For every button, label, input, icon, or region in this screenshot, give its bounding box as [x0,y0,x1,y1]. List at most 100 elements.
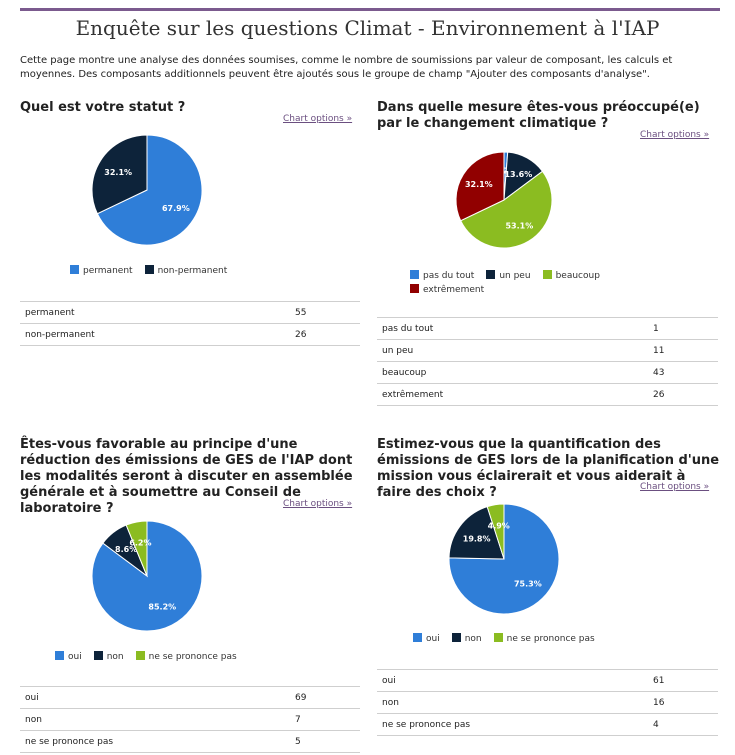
table-cell-count: 1 [648,317,718,340]
legend-label: ne se prononce pas [506,634,595,644]
legend-swatch [144,265,154,274]
legend-label: non [464,634,482,644]
table-cell-count: 16 [648,691,718,714]
chart-4-legend: oui non ne se prononce pas [413,633,713,647]
table-cell-count: 26 [648,383,718,406]
table-cell-count: 26 [290,323,360,346]
legend-swatch [93,651,103,660]
table-cell-count: 7 [290,708,360,731]
legend-label: beaucoup [555,271,600,281]
table-cell-category: permanent [20,301,290,324]
legend-label: ne se prononce pas [148,652,237,662]
pie-slice[interactable] [96,134,203,246]
legend-label: extrêmement [423,285,485,295]
pie-slice[interactable] [460,170,553,249]
pie-data-label: 85.2% [148,602,176,611]
pie-data-label: 19.8% [463,535,491,544]
table-cell-count: 69 [290,686,360,709]
legend-item[interactable]: non [93,651,124,662]
legend-label: non [106,652,124,662]
table-row: beaucoup 43 [377,361,718,384]
pie-slice[interactable] [455,151,505,222]
chart-1-pie: 67.9% 32.1% [91,134,203,246]
legend-swatch [486,270,496,279]
table-cell-category: extrêmement [377,383,648,406]
table-row: ne se prononce pas 4 [377,713,718,736]
legend-item[interactable]: pas du tout [410,270,474,281]
chart-2-title: Dans quelle mesure êtes-vous préoccupé(e… [377,100,700,131]
legend-item[interactable]: ne se prononce pas [493,633,595,644]
chart-1-options-link[interactable]: Chart options » [283,114,353,124]
chart-1-legend: permanent non-permanent [70,265,350,279]
table-row: un peu 11 [377,339,718,362]
chart-2-pie: 1.2%13.6% 53.1% 32.1% [455,151,553,249]
pie-slice[interactable] [125,520,148,577]
chart-3-table: oui 69 non 7 ne se prononce pas 5 [20,686,360,753]
table-row: pas du tout 1 [377,317,718,340]
chart-4-table: oui 61 non 16 ne se prononce pas 4 [377,669,718,736]
top-accent-bar [20,8,720,11]
table-row: non-permanent 26 [20,323,360,346]
legend-label: un peu [499,271,531,281]
table-row: permanent 55 [20,301,360,324]
table-cell-category: oui [377,669,648,692]
table-row: extrêmement 26 [377,383,718,406]
legend-swatch [410,270,419,279]
table-cell-category: ne se prononce pas [20,730,290,753]
legend-item[interactable]: extrêmement [410,284,484,295]
chart-1-title: Quel est votre statut ? [20,100,186,115]
table-row: oui 61 [377,669,718,692]
legend-item[interactable]: permanent [70,265,133,276]
pie-data-label: 8.6% [115,545,137,554]
legend-swatch [413,633,422,642]
pie-data-label: 6.2% [129,539,151,548]
table-cell-category: oui [20,686,290,709]
legend-swatch [55,651,64,660]
pie-slice[interactable] [91,134,148,215]
table-cell-category: non [377,691,648,714]
table-cell-category: beaucoup [377,361,648,384]
table-row: ne se prononce pas 5 [20,730,360,753]
legend-item[interactable]: un peu [486,270,531,281]
table-cell-category: un peu [377,339,648,362]
legend-swatch [451,633,461,642]
table-cell-category: non-permanent [20,323,290,346]
chart-3-legend: oui non ne se prononce pas [55,651,355,665]
legend-item[interactable]: oui [413,633,440,644]
legend-swatch [135,651,145,660]
pie-data-label: 67.9% [162,204,190,213]
legend-item[interactable]: non [451,633,482,644]
table-row: oui 69 [20,686,360,709]
table-cell-count: 43 [648,361,718,384]
legend-swatch [542,270,552,279]
legend-label: non-permanent [157,266,228,276]
table-cell-count: 4 [648,713,718,736]
table-row: non 7 [20,708,360,731]
pie-data-label: 4.9% [488,521,510,530]
pie-data-label: 53.1% [505,221,533,230]
chart-2-legend: pas du tout un peu beaucoup extrêmement [410,270,640,298]
chart-3-options-link[interactable]: Chart options » [283,499,353,509]
table-row: non 16 [377,691,718,714]
legend-item[interactable]: ne se prononce pas [135,651,237,662]
chart-2-options-link[interactable]: Chart options » [640,130,710,140]
pie-slice[interactable] [448,505,505,560]
pie-data-label: 32.1% [465,180,493,189]
chart-3-title: Êtes-vous favorable au principe d'une ré… [20,437,353,516]
pie-data-label: 75.3% [514,579,542,588]
legend-swatch [493,633,503,642]
legend-label: oui [426,634,440,644]
legend-item[interactable]: non-permanent [144,265,228,276]
chart-1-table: permanent 55 non-permanent 26 [20,301,360,346]
intro-text: Cette page montre une analyse des donnée… [20,55,673,80]
table-cell-count: 55 [290,301,360,324]
legend-item[interactable]: beaucoup [542,270,600,281]
legend-label: oui [68,652,82,662]
legend-item[interactable]: oui [55,651,82,662]
chart-4-title: Estimez-vous que la quantification des é… [377,437,720,500]
legend-swatch [70,265,79,274]
chart-4-pie: 75.3% 19.8% 4.9% [448,503,560,615]
chart-4-options-link[interactable]: Chart options » [640,482,710,492]
pie-slice[interactable] [448,503,560,615]
pie-slice[interactable] [486,503,505,560]
